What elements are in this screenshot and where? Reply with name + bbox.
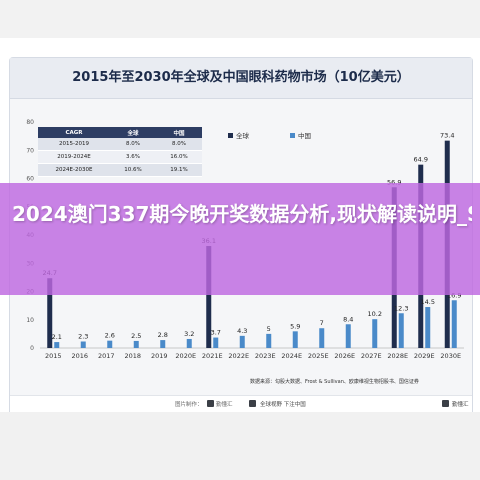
bar-china (451, 300, 457, 348)
bar-china (133, 340, 139, 348)
bar-global (47, 278, 53, 348)
cagr-cell: 2024E-2030E (38, 163, 110, 177)
source-note: 数据来源：勾股大数据、Frost & Sullivan、欧康维视生物招股书、国信… (250, 379, 419, 385)
cagr-cell: 10.6% (110, 163, 156, 177)
cagr-cell: 2019-2024E (38, 150, 110, 164)
bottom-band (0, 412, 480, 480)
data-label-china: 16.9 (447, 291, 461, 299)
cagr-header: 中国 (156, 127, 202, 138)
data-label-china: 7 (320, 319, 324, 327)
legend-swatch-china (290, 133, 295, 138)
x-tick-label: 2021E (202, 352, 223, 360)
bar-china (213, 337, 219, 348)
data-label-china: 3.7 (211, 329, 221, 337)
data-label-global: 64.9 (414, 156, 428, 164)
table-row: 2015-2019 8.0% 8.0% (38, 138, 202, 151)
bar-china (372, 319, 378, 348)
bar-china (239, 335, 245, 348)
x-tick-label: 2026E (334, 352, 355, 360)
cagr-cell: 2015-2019 (38, 138, 110, 151)
data-label-china: 2.8 (158, 331, 168, 339)
x-tick-label: 2024E (281, 352, 302, 360)
bar-china (292, 331, 298, 348)
x-tick-label: 2015 (45, 352, 62, 360)
bar-china (80, 341, 86, 348)
chart-title: 2015年至2030年全球及中国眼科药物市场（10亿美元） (72, 70, 410, 85)
headline-overlay (0, 183, 480, 295)
y-tick-label: 10 (26, 317, 34, 324)
data-label-global: 73.4 (440, 132, 454, 140)
y-tick-label: 70 (26, 147, 34, 154)
cagr-cell: 19.1% (156, 163, 202, 177)
cagr-header: CAGR (38, 127, 110, 138)
y-tick-label: 80 (26, 119, 34, 126)
data-label-china: 3.2 (184, 330, 194, 338)
cagr-cell: 8.0% (156, 138, 202, 151)
y-tick-label: 60 (26, 176, 34, 183)
data-label-china: 2.3 (78, 333, 88, 341)
data-label-china: 5.9 (290, 322, 300, 330)
cagr-cell: 3.6% (110, 150, 156, 164)
cagr-table: CAGR 全球 中国 2015-2019 8.0% 8.0% 2019-2024… (38, 127, 202, 177)
x-tick-label: 2027E (361, 352, 382, 360)
legend-label-china: 中国 (298, 131, 311, 140)
y-tick-label: 0 (30, 345, 34, 352)
data-label-global: 56.9 (387, 178, 401, 186)
footer-brand-right: 勤懂汇 (452, 402, 469, 408)
data-label-china: 5 (267, 325, 271, 333)
x-tick-label: 2018 (124, 352, 141, 360)
bar-china (160, 340, 166, 348)
footer-bar: 图片制作： 勤懂汇 全球视野 下注中国 勤懂汇 (10, 395, 472, 412)
x-tick-label: 2019 (151, 352, 168, 360)
data-label-china: 10.2 (368, 310, 382, 318)
bar-china (266, 333, 272, 348)
data-label-china: 4.3 (237, 327, 247, 335)
overlay-headline[interactable]: 2024澳门337期今晚开奖数据分析,现状解读说明_Supe (12, 202, 472, 226)
bar-china (107, 340, 113, 348)
data-label-china: 8.4 (343, 315, 353, 323)
legend-label-global: 全球 (236, 131, 250, 140)
chart-title-bar: 2015年至2030年全球及中国眼科药物市场（10亿美元） (10, 58, 472, 99)
footer-slogan: 全球视野 下注中国 (260, 402, 306, 408)
bar-china (425, 307, 431, 348)
table-row: 2019-2024E 3.6% 16.0% (38, 150, 202, 164)
bar-china (54, 342, 60, 348)
cagr-header: 全球 (110, 127, 156, 138)
brand-logo-icon (207, 400, 214, 407)
bar-china (319, 328, 325, 348)
top-bar (0, 0, 480, 38)
brand-logo-icon (249, 400, 256, 407)
footer-credit: 图片制作： (175, 402, 203, 408)
x-tick-label: 2022E (228, 352, 249, 360)
x-tick-label: 2030E (440, 352, 461, 360)
bar-global (206, 246, 212, 348)
table-row: 2024E-2030E 10.6% 19.1% (38, 163, 202, 177)
footer-brand: 勤懂汇 (216, 402, 233, 408)
data-label-china: 2.1 (52, 333, 62, 341)
legend-swatch-global (228, 133, 233, 138)
x-tick-label: 2028E (387, 352, 408, 360)
x-tick-label: 2020E (175, 352, 196, 360)
x-tick-label: 2016 (71, 352, 88, 360)
brand-logo-icon (442, 400, 449, 407)
data-label-china: 14.5 (421, 298, 435, 306)
bar-china (345, 324, 351, 348)
x-tick-label: 2017 (98, 352, 115, 360)
cagr-cell: 8.0% (110, 138, 156, 151)
data-label-china: 12.3 (394, 304, 408, 312)
data-label-china: 2.6 (105, 332, 115, 340)
data-label-china: 2.5 (131, 332, 141, 340)
bar-china (186, 338, 192, 348)
x-tick-label: 2029E (414, 352, 435, 360)
cagr-cell: 16.0% (156, 150, 202, 164)
bar-china (398, 313, 404, 348)
x-tick-label: 2023E (255, 352, 276, 360)
x-tick-label: 2025E (308, 352, 329, 360)
